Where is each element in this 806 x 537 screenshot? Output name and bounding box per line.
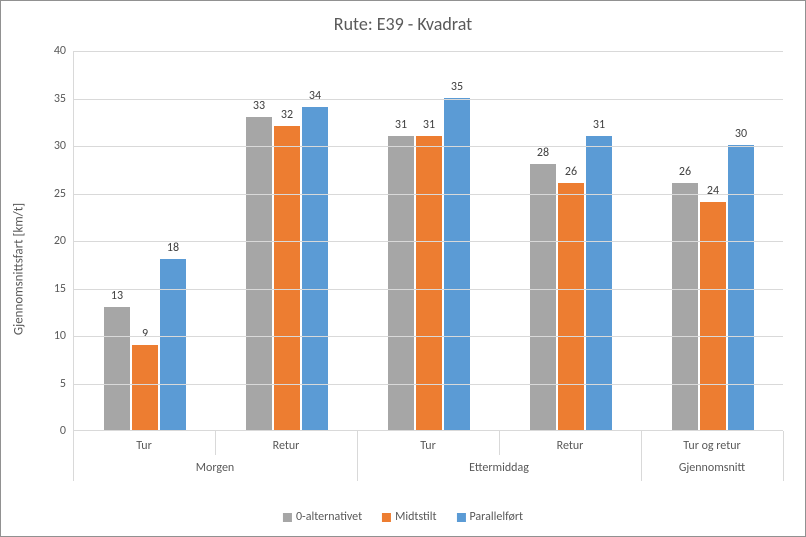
bar: 34 — [302, 107, 328, 430]
ytick-label: 0 — [60, 424, 66, 438]
gridline — [74, 51, 783, 52]
bar: 24 — [700, 202, 726, 430]
bar-value-label: 28 — [537, 146, 549, 160]
cat-divider — [215, 431, 216, 455]
bar: 18 — [160, 259, 186, 430]
bar: 13 — [104, 307, 130, 431]
bar: 31 — [416, 136, 442, 431]
gridline — [74, 336, 783, 337]
legend-label: Parallelført — [469, 510, 523, 524]
bar-value-label: 30 — [735, 127, 747, 141]
bar-value-label: 35 — [451, 80, 463, 94]
bar-value-label: 33 — [253, 99, 265, 113]
ytick-label: 20 — [54, 234, 66, 248]
legend-label: Midtstilt — [395, 510, 436, 524]
legend-item: 0-alternativet — [283, 510, 362, 524]
bar: 30 — [728, 145, 754, 430]
bar: 28 — [530, 164, 556, 430]
x-inner-label: Tur — [73, 439, 215, 453]
gridline — [74, 289, 783, 290]
gridline — [74, 146, 783, 147]
bar-value-label: 26 — [565, 165, 577, 179]
legend-swatch — [382, 513, 391, 522]
bar-value-label: 26 — [679, 165, 691, 179]
chart-container: Rute: E39 - Kvadrat Gjennomsnittsfart [k… — [0, 0, 806, 537]
x-outer-label: Ettermiddag — [357, 461, 641, 475]
chart-title: Rute: E39 - Kvadrat — [1, 1, 805, 43]
ytick-label: 30 — [54, 139, 66, 153]
gridline — [74, 384, 783, 385]
legend-swatch — [283, 513, 292, 522]
bar-value-label: 31 — [593, 118, 605, 132]
x-outer-label: Gjennomsnitt — [641, 461, 783, 475]
ytick-label: 10 — [54, 329, 66, 343]
gridline — [74, 99, 783, 100]
bar: 35 — [444, 98, 470, 431]
bar: 26 — [672, 183, 698, 430]
bar-value-label: 31 — [423, 118, 435, 132]
cat-divider — [357, 431, 358, 481]
legend: 0-alternativet Midtstilt Parallelført — [283, 510, 523, 524]
ytick-label: 15 — [54, 282, 66, 296]
bar-value-label: 34 — [309, 89, 321, 103]
bar-value-label: 31 — [395, 118, 407, 132]
bar-value-label: 32 — [281, 108, 293, 122]
bar-value-label: 18 — [167, 241, 179, 255]
gridline — [74, 241, 783, 242]
x-inner-label: Tur — [357, 439, 499, 453]
x-outer-label: Morgen — [73, 461, 357, 475]
bar-value-label: 13 — [111, 289, 123, 303]
bar: 31 — [586, 136, 612, 431]
cat-divider — [641, 431, 642, 481]
gridline — [74, 194, 783, 195]
ytick-label: 25 — [54, 187, 66, 201]
legend-swatch — [456, 513, 465, 522]
legend-label: 0-alternativet — [296, 510, 362, 524]
legend-item: Parallelført — [456, 510, 523, 524]
ytick-label: 40 — [54, 44, 66, 58]
bar: 31 — [388, 136, 414, 431]
cat-divider — [499, 431, 500, 455]
ytick-label: 35 — [54, 92, 66, 106]
bar: 26 — [558, 183, 584, 430]
ytick-label: 5 — [60, 377, 66, 391]
y-axis-label: Gjennomsnittsfart [km/t] — [12, 202, 27, 334]
bar: 9 — [132, 345, 158, 431]
x-inner-label: Tur og retur — [641, 439, 783, 453]
bar-value-label: 9 — [142, 327, 148, 341]
x-inner-label: Retur — [499, 439, 641, 453]
bar-value-label: 24 — [707, 184, 719, 198]
plot-area: 13918333234313135282631262430 0510152025… — [73, 51, 783, 431]
x-inner-label: Retur — [215, 439, 357, 453]
cat-divider — [73, 431, 74, 481]
cat-divider — [783, 431, 784, 481]
legend-item: Midtstilt — [382, 510, 436, 524]
